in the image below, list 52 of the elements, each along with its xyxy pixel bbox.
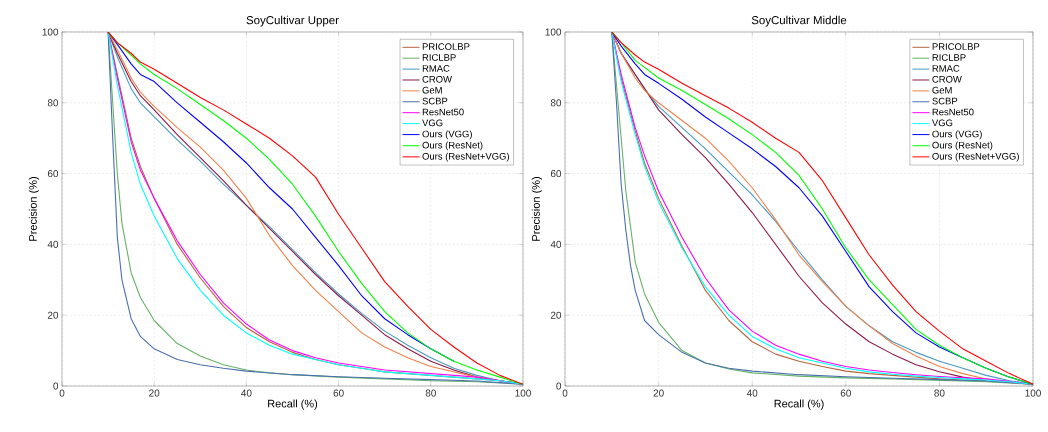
legend-label: Ours (VGG) [932,130,982,140]
chart-title: SoyCultivar Middle [751,15,847,27]
legend-label: Ours (VGG) [422,130,472,140]
x-tick-label: 0 [562,389,568,397]
legend-label: CROW [422,75,452,83]
x-tick-label: 80 [934,389,945,397]
y-tick-label: 20 [550,311,562,319]
legend-label: VGG [931,119,953,127]
legend-label: ResNet50 [422,108,464,116]
x-tick-label: 60 [840,389,851,397]
legend-label: CROW [932,75,962,83]
legend-label: Ours (ResNet+VGG) [422,152,509,162]
legend-label: RICLBP [932,54,966,61]
y-tick-label: 20 [47,311,59,319]
x-tick-label: 100 [1025,389,1041,397]
y-tick-label: 80 [550,99,562,107]
x-tick-label: 60 [333,389,344,397]
y-axis-title: Precision (%) [28,177,39,241]
y-tick-label: 100 [545,28,562,36]
y-tick-label: 0 [53,382,59,390]
chart-title: SoyCultivar Upper [246,15,339,27]
legend-label: PRICOLBP [422,43,470,50]
legend-label: Ours (ResNet+VGG) [932,152,1019,162]
y-axis-title: Precision (%) [531,177,543,241]
y-tick-label: 0 [556,382,562,390]
x-axis-title: Recall (%) [774,399,824,410]
y-tick-label: 60 [47,170,59,178]
x-tick-label: 40 [241,389,252,397]
legend-label: RMAC [932,65,960,72]
x-tick-label: 40 [746,389,758,397]
y-tick-label: 60 [550,170,562,178]
legend-label: PRICOLBP [932,43,980,50]
legend-label: GeM [422,86,442,94]
x-tick-label: 100 [515,389,531,397]
legend-label: SCBP [932,97,958,105]
y-tick-label: 40 [47,240,59,248]
legend-label: RICLBP [422,54,456,61]
legend-label: Ours (ResNet) [932,141,993,151]
x-tick-label: 0 [59,389,65,397]
y-tick-label: 80 [47,99,59,107]
x-tick-label: 20 [149,389,160,397]
legend-label: GeM [932,86,952,94]
legend-label: RMAC [422,65,450,72]
legend-label: ResNet50 [932,108,974,116]
x-axis-title: Recall (%) [268,399,318,410]
x-tick-label: 20 [653,389,664,397]
x-tick-label: 80 [425,389,436,397]
y-tick-label: 40 [550,240,562,248]
legend-label: SCBP [422,97,448,105]
legend-label: VGG [422,119,443,127]
legend-label: Ours (ResNet) [422,141,483,151]
y-tick-label: 100 [42,28,59,36]
